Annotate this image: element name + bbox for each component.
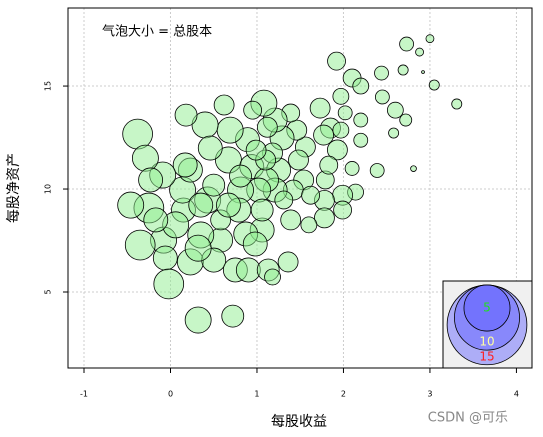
bubble bbox=[309, 97, 331, 119]
bubble bbox=[124, 229, 156, 261]
annotation: 气泡大小 = 总股本 bbox=[102, 24, 212, 40]
bubble bbox=[174, 103, 198, 127]
bubble bbox=[138, 167, 164, 193]
y-tick-label: 15 bbox=[44, 81, 53, 91]
bubble bbox=[184, 306, 212, 334]
bubble bbox=[131, 144, 159, 172]
x-axis-label: 每股收益 bbox=[271, 414, 327, 430]
bubble bbox=[313, 124, 334, 146]
bubble bbox=[425, 34, 435, 44]
bubble bbox=[369, 163, 385, 178]
bubble bbox=[332, 87, 350, 105]
bubble bbox=[216, 192, 241, 218]
bubble bbox=[337, 105, 353, 121]
x-tick-label: 3 bbox=[427, 390, 432, 399]
bubble bbox=[202, 173, 226, 197]
bubble bbox=[300, 216, 318, 234]
bubble bbox=[451, 98, 463, 110]
bubble bbox=[143, 207, 169, 233]
bubble bbox=[319, 155, 339, 175]
bubble bbox=[374, 89, 390, 105]
bubble bbox=[152, 245, 178, 271]
bubble bbox=[213, 94, 235, 116]
bubble bbox=[197, 135, 223, 161]
bubble bbox=[264, 268, 281, 286]
bubble bbox=[256, 116, 278, 138]
bubble bbox=[243, 100, 263, 120]
x-tick-label: 2 bbox=[341, 390, 346, 399]
bubble bbox=[333, 200, 352, 220]
bubble bbox=[353, 132, 369, 148]
bubble bbox=[327, 51, 346, 71]
bubble bbox=[399, 36, 414, 52]
bubble bbox=[221, 304, 245, 328]
bubble bbox=[245, 139, 267, 161]
bubble bbox=[117, 191, 145, 219]
bubble bbox=[332, 121, 350, 139]
legend-box bbox=[442, 280, 533, 369]
bubble bbox=[153, 268, 185, 300]
legend-label: 5 bbox=[483, 301, 491, 315]
bubble bbox=[314, 207, 335, 229]
plot-frame bbox=[67, 7, 533, 369]
bubble bbox=[386, 101, 404, 119]
bubble bbox=[374, 65, 389, 81]
bubble bbox=[172, 152, 198, 178]
bubble bbox=[280, 209, 302, 231]
bubble bbox=[415, 47, 424, 57]
x-tick-label: -1 bbox=[80, 390, 88, 399]
bubble bbox=[229, 164, 252, 188]
legend-label: 15 bbox=[479, 349, 494, 363]
watermark: CSDN @可乐 bbox=[428, 411, 508, 426]
bubble bbox=[421, 70, 425, 74]
bubble bbox=[352, 77, 370, 95]
x-tick-label: 4 bbox=[514, 390, 519, 399]
bubble bbox=[388, 127, 400, 139]
bubble bbox=[250, 198, 274, 222]
bubble bbox=[428, 79, 440, 91]
x-tick-label: 0 bbox=[168, 390, 173, 399]
bubble bbox=[277, 251, 299, 273]
bubble bbox=[344, 161, 360, 176]
x-tick-label: 1 bbox=[254, 390, 259, 399]
legend-label: 10 bbox=[479, 335, 494, 349]
bubble bbox=[122, 118, 153, 150]
bubble bbox=[184, 234, 212, 262]
y-tick-label: 5 bbox=[44, 289, 53, 294]
bubble bbox=[242, 231, 268, 257]
bubble bbox=[399, 113, 413, 127]
bubble bbox=[235, 257, 261, 283]
y-tick-label: 10 bbox=[44, 184, 53, 194]
legend-bubble bbox=[463, 284, 511, 332]
y-axis-label: 每股净资产 bbox=[6, 153, 22, 223]
bubble bbox=[301, 185, 320, 205]
bubble bbox=[216, 116, 244, 144]
bubble bbox=[397, 64, 409, 76]
bubble bbox=[410, 165, 417, 172]
bubble bbox=[274, 190, 294, 210]
bubble bbox=[288, 149, 309, 171]
bubble bbox=[188, 192, 214, 218]
bubble bbox=[327, 139, 348, 161]
bubble bbox=[353, 112, 369, 128]
